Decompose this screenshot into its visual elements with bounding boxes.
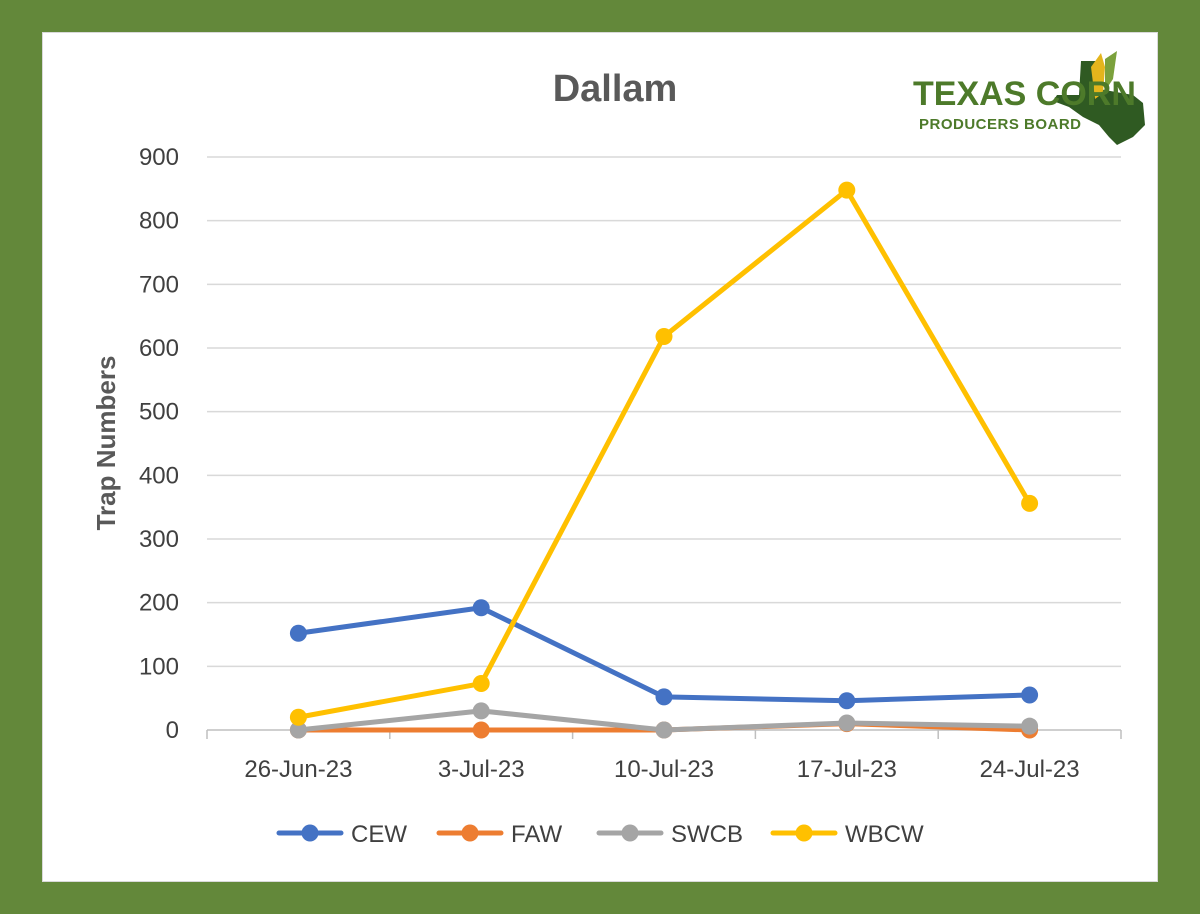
- data-point-swcb: [289, 721, 307, 739]
- data-point-wbcw: [655, 328, 673, 346]
- y-tick-label: 900: [139, 144, 179, 171]
- legend-item-cew: CEW: [276, 821, 407, 848]
- legend-label: WBCW: [845, 821, 924, 848]
- legend-swatch-marker: [301, 824, 319, 842]
- series-line-wbcw: [295, 187, 1033, 720]
- x-tick-label: 24-Jul-23: [980, 756, 1080, 783]
- data-point-faw: [472, 721, 490, 739]
- y-tick-label: 0: [166, 717, 179, 744]
- gridlines: [207, 156, 1121, 668]
- y-tick-label: 400: [139, 462, 179, 489]
- y-axis-label: Trap Numbers: [91, 356, 121, 531]
- x-tick-label: 26-Jun-23: [244, 756, 352, 783]
- legend-swatch-marker: [621, 824, 639, 842]
- x-tick-label: 10-Jul-23: [614, 756, 714, 783]
- data-point-wbcw: [289, 708, 307, 726]
- y-tick-label: 700: [139, 271, 179, 298]
- logo-subtext: PRODUCERS BOARD: [919, 116, 1082, 133]
- data-point-swcb: [655, 721, 673, 739]
- y-tick-label: 600: [139, 335, 179, 362]
- chart-card: Dallam TEXAS CORN PRODUCERS BOARD 0 100 20…: [42, 32, 1158, 882]
- logo-text: TEXAS CORN: [913, 75, 1136, 113]
- data-point-cew: [472, 599, 490, 617]
- series-wbcw: [289, 181, 1039, 726]
- chart-title: Dallam: [553, 68, 678, 110]
- data-point-cew: [1021, 686, 1039, 704]
- legend: CEW FAW SWCB WBCW: [276, 821, 924, 848]
- x-axis-ticks: 26-Jun-23 3-Jul-23 10-Jul-23 17-Jul-23 24-Ju…: [244, 756, 1079, 783]
- series-cew: [289, 599, 1039, 710]
- data-point-cew: [838, 692, 856, 710]
- x-tick-label: 3-Jul-23: [438, 756, 525, 783]
- legend-item-wbcw: WBCW: [770, 821, 924, 848]
- legend-swatch-marker: [795, 824, 813, 842]
- y-axis-ticks: 0 100 200 300 400 500 600 700 800 900: [139, 144, 179, 744]
- y-tick-label: 300: [139, 526, 179, 553]
- x-tick-label: 17-Jul-23: [797, 756, 897, 783]
- legend-label: SWCB: [671, 821, 743, 848]
- y-tick-label: 800: [139, 208, 179, 235]
- logo: TEXAS CORN PRODUCERS BOARD: [913, 51, 1145, 145]
- data-point-cew: [289, 624, 307, 642]
- data-point-swcb: [1021, 717, 1039, 735]
- data-point-wbcw: [838, 181, 856, 199]
- y-tick-label: 200: [139, 590, 179, 617]
- data-point-swcb: [838, 714, 856, 732]
- series-line-cew: [295, 605, 1033, 704]
- chart: Dallam TEXAS CORN PRODUCERS BOARD 0 100 20…: [91, 51, 1145, 848]
- data-point-wbcw: [472, 675, 490, 693]
- y-tick-label: 500: [139, 399, 179, 426]
- legend-item-swcb: SWCB: [596, 821, 743, 848]
- data-point-cew: [655, 688, 673, 706]
- data-point-swcb: [472, 702, 490, 720]
- series-swcb: [289, 702, 1039, 739]
- y-tick-label: 100: [139, 653, 179, 680]
- legend-label: FAW: [511, 821, 562, 848]
- legend-label: CEW: [351, 821, 407, 848]
- legend-swatch-marker: [461, 824, 479, 842]
- texas-map-icon: [1053, 51, 1145, 145]
- data-point-wbcw: [1021, 494, 1039, 512]
- legend-item-faw: FAW: [436, 821, 562, 848]
- series-group: [289, 181, 1039, 739]
